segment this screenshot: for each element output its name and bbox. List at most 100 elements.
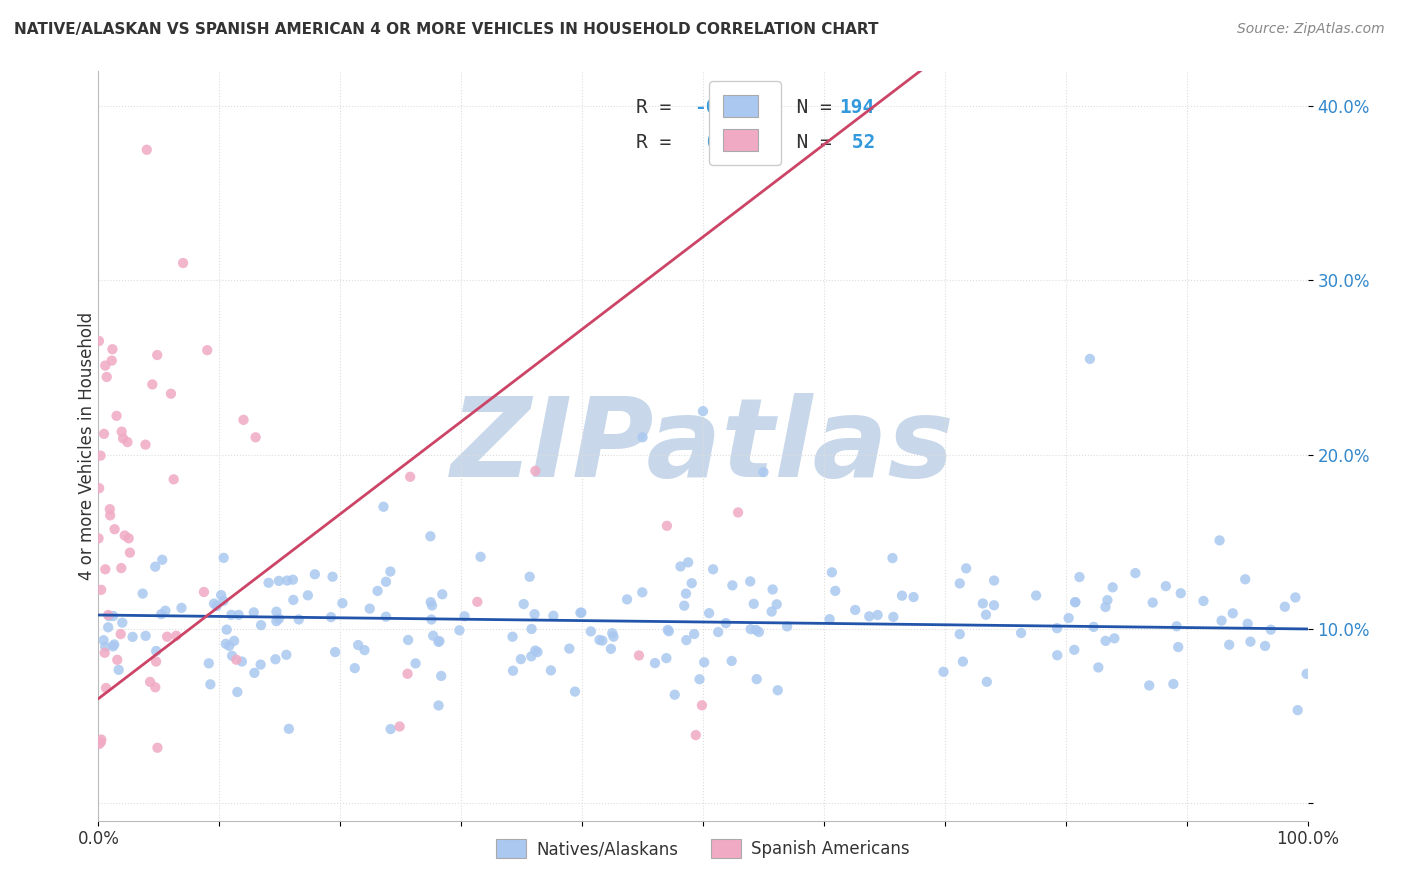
Point [748,625,770,640]
Point [193,585,215,599]
Point [1010,626,1032,640]
Point [97,607,120,622]
Point [631,585,654,599]
Point [353,643,375,657]
Point [304,567,326,582]
Point [195,343,218,358]
Point [702,562,724,576]
Point [882,610,904,624]
Point [502,664,524,678]
Point [675,633,697,648]
Point [564,684,586,698]
Point [221,648,243,663]
Point [90,582,112,597]
Point [145,655,167,669]
Point [932,665,955,679]
Point [419,595,441,609]
Legend: Natives/Alaskans, Spanish Americans: Natives/Alaskans, Spanish Americans [489,832,917,864]
Point [569,606,592,620]
Point [420,599,443,613]
Point [245,430,267,444]
Point [160,386,183,401]
Point [1167,640,1189,654]
Point [111,615,134,630]
Point [276,574,298,588]
Point [332,596,354,610]
Point [359,601,381,615]
Point [844,603,866,617]
Point [690,698,713,713]
Text: N =: N = [773,98,844,117]
Point [858,609,880,624]
Point [602,630,624,644]
Point [627,648,650,663]
Point [1166,619,1188,633]
Point [110,627,132,641]
Point [121,630,143,644]
Point [1069,570,1091,584]
Point [818,612,841,626]
Point [974,607,997,622]
Point [502,630,524,644]
Point [669,559,692,574]
Point [98,508,121,523]
Point [1057,611,1080,625]
Point [218,639,240,653]
Point [90,735,112,749]
Point [1063,643,1085,657]
Point [212,550,235,565]
Point [891,589,914,603]
Point [150,607,173,621]
Text: N =: N = [773,133,844,152]
Point [319,610,342,624]
Point [1260,623,1282,637]
Point [720,654,742,668]
Point [453,609,475,624]
Point [1142,596,1164,610]
Point [432,587,454,601]
Point [375,609,398,624]
Point [955,561,977,575]
Point [972,597,994,611]
Point [1078,351,1101,366]
Point [655,651,678,665]
Point [205,599,228,613]
Point [89,481,111,495]
Point [1101,580,1123,594]
Point [276,648,298,662]
Point [212,594,235,608]
Point [707,625,730,640]
Point [87,532,110,546]
Point [512,597,534,611]
Point [658,624,681,639]
Point [150,553,173,567]
Point [1064,595,1087,609]
Point [226,685,249,699]
Point [225,653,247,667]
Point [657,623,679,637]
Point [143,681,166,695]
Point [1094,599,1116,614]
Point [135,143,157,157]
Point [631,430,654,444]
Text: ZIPatlas: ZIPatlas [451,392,955,500]
Point [264,652,287,666]
Point [323,645,346,659]
Point [380,565,402,579]
Point [281,573,304,587]
Point [571,606,593,620]
Point [866,607,889,622]
Point [89,737,111,751]
Point [509,652,531,666]
Point [1137,678,1160,692]
Point [949,576,972,591]
Text: Source: ZipAtlas.com: Source: ZipAtlas.com [1237,22,1385,37]
Point [821,566,844,580]
Point [112,431,135,445]
Point [761,605,783,619]
Point [380,722,402,736]
Point [375,574,398,589]
Point [98,502,121,516]
Point [673,599,696,613]
Point [765,598,787,612]
